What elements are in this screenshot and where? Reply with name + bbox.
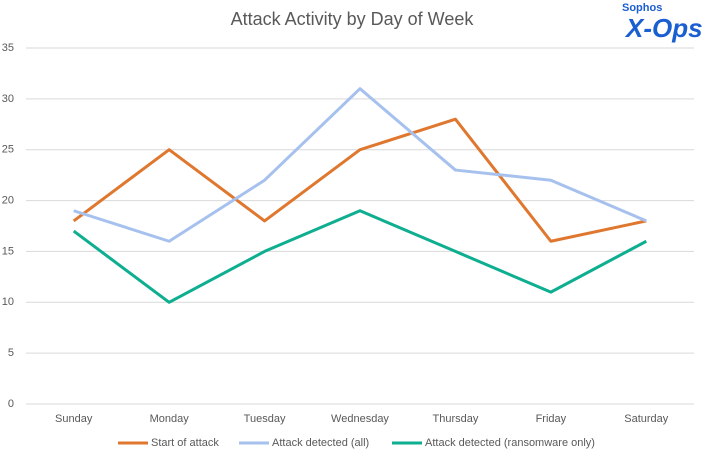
legend-label: Attack detected (ransomware only): [425, 437, 595, 449]
y-tick-label: 0: [8, 398, 14, 410]
x-tick-label: Tuesday: [244, 413, 286, 425]
y-tick-label: 25: [2, 144, 14, 156]
x-tick-label: Sunday: [55, 413, 93, 425]
y-tick-label: 20: [2, 194, 14, 206]
series-line: [72, 117, 647, 243]
x-tick-label: Monday: [150, 413, 190, 425]
y-tick-label: 5: [8, 347, 14, 359]
y-tick-label: 35: [2, 42, 14, 54]
y-tick-label: 30: [2, 93, 14, 105]
logo-top: Sophos: [622, 2, 662, 14]
x-tick-label: Wednesday: [331, 413, 389, 425]
y-tick-label: 15: [2, 245, 14, 257]
logo-main: X-Ops: [624, 13, 703, 43]
y-tick-label: 10: [2, 296, 14, 308]
legend-label: Start of attack: [151, 437, 219, 449]
series-line: [72, 209, 647, 304]
x-tick-label: Friday: [536, 413, 567, 425]
x-tick-label: Thursday: [432, 413, 478, 425]
x-tick-label: Saturday: [624, 413, 669, 425]
series-line: [73, 87, 647, 243]
chart-title: Attack Activity by Day of Week: [231, 9, 475, 29]
legend-label: Attack detected (all): [272, 437, 369, 449]
